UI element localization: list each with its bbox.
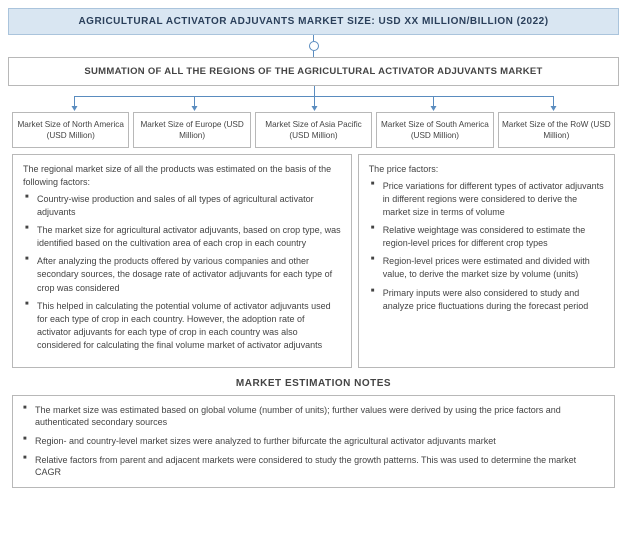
- summation-text: SUMMATION OF ALL THE REGIONS OF THE AGRI…: [84, 66, 542, 77]
- factors-item: After analyzing the products offered by …: [25, 255, 341, 294]
- price-item: Price variations for different types of …: [371, 180, 604, 219]
- market-title-text: AGRICULTURAL ACTIVATOR ADJUVANTS MARKET …: [78, 16, 548, 27]
- region-box-row: Market Size of the RoW (USD Million): [498, 112, 615, 148]
- factors-panel: The regional market size of all the prod…: [12, 154, 352, 368]
- region-label: Market Size of the RoW (USD Million): [502, 120, 611, 140]
- region-label: Market Size of Asia Pacific (USD Million…: [265, 120, 361, 140]
- notes-box: The market size was estimated based on g…: [12, 395, 615, 488]
- factors-item: Country-wise production and sales of all…: [25, 193, 341, 219]
- connector-node-icon: [309, 41, 319, 51]
- region-label: Market Size of North America (USD Millio…: [17, 120, 123, 140]
- price-item: Primary inputs were also considered to s…: [371, 287, 604, 313]
- region-label: Market Size of South America (USD Millio…: [381, 120, 489, 140]
- price-factors-panel: The price factors: Price variations for …: [358, 154, 615, 368]
- factors-item: The market size for agricultural activat…: [25, 224, 341, 250]
- factors-list: Country-wise production and sales of all…: [23, 193, 341, 352]
- region-label: Market Size of Europe (USD Million): [140, 120, 243, 140]
- notes-item: Region- and country-level market sizes w…: [23, 435, 604, 448]
- summation-box: SUMMATION OF ALL THE REGIONS OF THE AGRI…: [8, 57, 619, 86]
- notes-list: The market size was estimated based on g…: [23, 404, 604, 479]
- factors-item: This helped in calculating the potential…: [25, 300, 341, 352]
- notes-item: The market size was estimated based on g…: [23, 404, 604, 429]
- price-item: Relative weightage was considered to est…: [371, 224, 604, 250]
- price-item: Region-level prices were estimated and d…: [371, 255, 604, 281]
- branch-connector: [18, 86, 609, 112]
- notes-title: MARKET ESTIMATION NOTES: [8, 378, 619, 389]
- region-box-eu: Market Size of Europe (USD Million): [133, 112, 250, 148]
- market-title-box: AGRICULTURAL ACTIVATOR ADJUVANTS MARKET …: [8, 8, 619, 35]
- region-box-sa: Market Size of South America (USD Millio…: [376, 112, 493, 148]
- price-list: Price variations for different types of …: [369, 180, 604, 312]
- region-box-apac: Market Size of Asia Pacific (USD Million…: [255, 112, 372, 148]
- regions-row: Market Size of North America (USD Millio…: [12, 112, 615, 148]
- methodology-panels: The regional market size of all the prod…: [12, 154, 615, 368]
- price-intro: The price factors:: [369, 163, 604, 176]
- factors-intro: The regional market size of all the prod…: [23, 163, 341, 189]
- region-box-na: Market Size of North America (USD Millio…: [12, 112, 129, 148]
- notes-item: Relative factors from parent and adjacen…: [23, 454, 604, 479]
